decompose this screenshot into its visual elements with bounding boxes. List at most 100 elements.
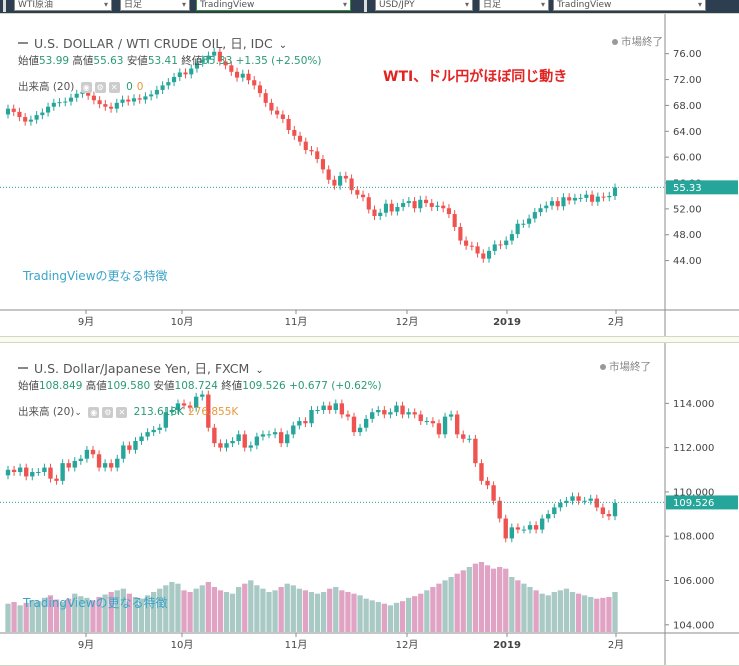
candle-body <box>492 244 497 251</box>
tradingview-features-link[interactable]: TradingViewの更なる特徴 <box>23 269 168 283</box>
candle-body <box>177 72 182 77</box>
volume-bar <box>454 573 460 632</box>
change-value: +1.35 (+2.50%) <box>235 55 322 67</box>
y-tick-label: 108.000 <box>673 532 714 543</box>
market-status-text: 市場終了 <box>621 36 663 48</box>
candle-body <box>68 97 74 102</box>
candle-body <box>109 463 114 468</box>
x-tick-label: 12月 <box>396 316 419 328</box>
gear-icon[interactable]: ⚙ <box>102 406 114 418</box>
wti-chart-panel[interactable]: 44.0048.0052.0056.0060.0064.0068.0072.00… <box>0 13 739 337</box>
candle-body <box>332 179 337 186</box>
volume-label: 出来高 (20) <box>18 81 75 93</box>
candle-body <box>555 201 560 207</box>
volume-bar <box>321 592 327 632</box>
candle-body <box>5 108 11 115</box>
interval-select-right[interactable]: 日足 ▾ <box>479 0 549 11</box>
candle-body <box>5 469 11 476</box>
candle-body <box>395 206 400 212</box>
volume-bar <box>588 597 594 632</box>
candle-body <box>166 82 171 86</box>
candle-body <box>269 102 274 111</box>
volume-bar <box>575 593 582 632</box>
candle-body <box>252 80 257 86</box>
candle-body <box>412 201 417 209</box>
y-tick-label: 48.00 <box>673 230 702 241</box>
chevron-down-icon[interactable]: ⌄ <box>74 408 82 418</box>
chevron-down-icon[interactable]: ⌄ <box>255 365 264 376</box>
close-label: 終値 <box>221 380 243 392</box>
symbol-select-right[interactable]: USD/JPY ▾ <box>375 0 473 11</box>
status-dot-icon <box>600 364 606 370</box>
candle-body <box>594 498 599 508</box>
candle-body <box>606 514 612 517</box>
gear-icon[interactable]: ⚙ <box>94 81 106 93</box>
tradingview-features-link[interactable]: TradingViewの更なる特徴 <box>23 596 168 610</box>
eye-icon[interactable]: ◉ <box>88 406 100 418</box>
provider-select-left[interactable]: TradingView ▾ <box>196 0 351 11</box>
candle-body <box>584 194 589 198</box>
y-tick-label: 44.00 <box>673 256 702 267</box>
provider-select-right[interactable]: TradingView ▾ <box>553 0 706 11</box>
candle-body <box>206 55 211 60</box>
candle-body <box>297 135 303 142</box>
symbol-select-left[interactable]: WTI原油 ▾ <box>14 0 112 11</box>
candle-body <box>436 423 442 435</box>
candle-body <box>175 403 181 410</box>
close-icon[interactable]: ✕ <box>116 406 128 418</box>
chevron-down-icon[interactable]: ⌄ <box>278 40 288 51</box>
volume-bar <box>53 599 60 632</box>
open-value: 108.849 <box>39 380 83 392</box>
ohlc-readout: 始値53.99 高値55.63 安値53.41 終値55.33 +1.35 (+… <box>18 53 322 68</box>
volume-bar <box>163 585 169 632</box>
candle-body <box>366 197 371 210</box>
usdjpy-chart-panel[interactable]: 104.000 106.000 108.000 110.000 112.000 114.0… <box>0 342 739 666</box>
candle-body <box>102 463 108 468</box>
wti-chart[interactable]: 44.0048.0052.0056.0060.0064.0068.0072.00… <box>0 14 739 336</box>
candle-body <box>343 175 348 179</box>
candle-body <box>11 469 17 472</box>
candle-body <box>458 226 463 241</box>
volume-bar <box>302 590 309 632</box>
candle-body <box>339 403 345 415</box>
usdjpy-chart[interactable]: 104.000 106.000 108.000 110.000 112.000 114.0… <box>0 343 739 665</box>
interval-select-left[interactable]: 日足 ▾ <box>120 0 190 11</box>
candle-body <box>357 427 363 433</box>
candle-body <box>333 403 338 410</box>
last-price-tag <box>666 180 738 195</box>
candle-body <box>48 467 53 479</box>
candle-body <box>558 503 563 508</box>
volume-bar <box>545 595 551 632</box>
volume-legend[interactable]: 出来高 (20)⌄ ◉ ⚙ ✕ 213.618K 276.855K <box>18 404 238 419</box>
close-icon[interactable]: ✕ <box>108 81 120 93</box>
candle-body <box>582 500 587 502</box>
candle-body <box>181 403 187 406</box>
candle-body <box>90 449 96 455</box>
volume-bar <box>217 590 224 632</box>
candle-body <box>486 250 492 259</box>
volume-bar <box>254 585 260 632</box>
volume-bar <box>223 592 230 632</box>
collapse-icon[interactable] <box>18 366 28 369</box>
collapse-icon[interactable] <box>18 41 28 44</box>
candle-body <box>430 421 436 424</box>
eye-icon[interactable]: ◉ <box>80 81 92 93</box>
volume-bar <box>17 605 23 632</box>
volume-bar <box>563 588 570 632</box>
candle-body <box>418 414 423 422</box>
toolbar-handle <box>3 0 6 12</box>
volume-bar <box>187 592 193 632</box>
candle-body <box>491 485 496 501</box>
candle-body <box>91 95 96 101</box>
candle-body <box>464 240 469 246</box>
candle-body <box>544 205 549 209</box>
candle-body <box>109 106 114 109</box>
market-status-text: 市場終了 <box>609 361 651 373</box>
chart-title-row[interactable]: U.S. DOLLAR / WTI CRUDE OIL, 日, IDC ⌄ <box>18 33 287 52</box>
y-tick-label: 52.00 <box>673 204 702 215</box>
annotation-text: WTI、ドル円がほぼ同じ動き <box>383 69 568 85</box>
candle-body <box>503 518 508 539</box>
chart-title-row[interactable]: U.S. Dollar/Japanese Yen, 日, FXCM ⌄ <box>18 358 264 377</box>
change-value: +0.677 (+0.62%) <box>289 380 382 392</box>
